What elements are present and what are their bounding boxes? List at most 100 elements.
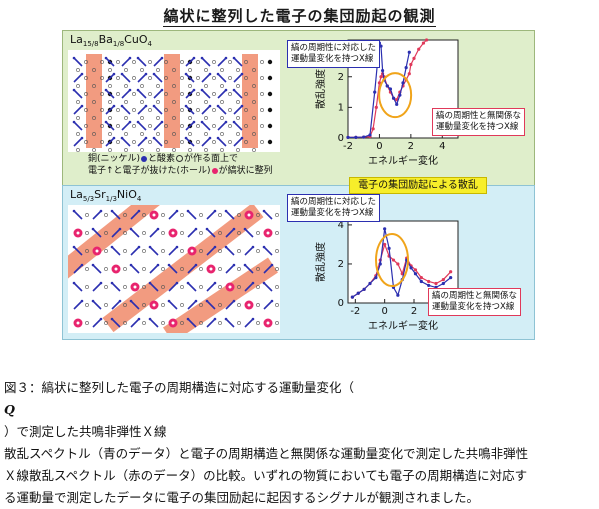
oxygen-site (108, 116, 112, 120)
spin-arrow (185, 121, 195, 131)
hole-center (266, 231, 270, 235)
oxygen-site (132, 92, 136, 96)
oxygen-site (84, 124, 88, 128)
spin-arrow-head (152, 136, 156, 140)
blue-data-point (354, 135, 358, 139)
oxygen-site (148, 60, 152, 64)
spin-arrow-head (262, 281, 266, 285)
red-data-point (407, 72, 411, 76)
spin-arrow (153, 121, 163, 131)
oxygen-site (180, 321, 184, 325)
oxygen-site (196, 140, 200, 144)
blue-data-point (383, 227, 387, 231)
oxygen-site (172, 132, 176, 136)
spin-arrow-head (251, 317, 255, 321)
spin-arrow-head (137, 209, 141, 213)
oxygen-site (196, 108, 200, 112)
spin-arrow-head (224, 56, 228, 60)
spin-arrow (225, 228, 235, 238)
oxygen-site (76, 100, 80, 104)
spin-arrow-head (118, 227, 122, 231)
oxygen-site (228, 92, 232, 96)
oxygen-site (85, 303, 89, 307)
spin-arrow (121, 105, 131, 115)
oxygen-site (228, 76, 232, 80)
spin-arrow-head (72, 88, 76, 92)
spin-arrow-head (192, 88, 196, 92)
oxygen-site (142, 321, 146, 325)
oxygen-site (104, 231, 108, 235)
oxygen-site (218, 267, 222, 271)
spin-arrow-head (128, 88, 132, 92)
oxygen-site (252, 100, 256, 104)
spin-arrow-head (194, 263, 198, 267)
spin-arrow (233, 89, 243, 99)
spin-arrow (73, 121, 83, 131)
spin-arrow (187, 318, 197, 328)
bottom-callout-blue: 縞の周期性に対応した 運動量変化を持つX線 (287, 194, 381, 222)
oxygen-site (156, 148, 160, 152)
spin-arrow-head (104, 56, 108, 60)
oxygen-site (275, 285, 279, 289)
spin-arrow (121, 121, 131, 131)
hole-center (152, 303, 156, 307)
spin-arrow (111, 300, 121, 310)
hole-center (76, 321, 80, 325)
hole-site (267, 107, 273, 113)
blue-data-point (427, 283, 431, 288)
red-data-point (412, 56, 416, 60)
oxygen-site (161, 321, 165, 325)
spin-arrow (201, 137, 211, 147)
oxygen-site (180, 213, 184, 217)
oxygen-site (161, 249, 165, 253)
oxygen-site (244, 140, 248, 144)
oxygen-site (236, 148, 240, 152)
oxygen-site (116, 108, 120, 112)
oxygen-site (148, 140, 152, 144)
oxygen-site (237, 321, 241, 325)
oxygen-site (140, 116, 144, 120)
spin-arrow-head (194, 299, 198, 303)
spin-arrow (185, 57, 195, 67)
red-data-point (417, 47, 421, 51)
oxygen-site (228, 140, 232, 144)
blue-data-point (346, 135, 350, 139)
spin-arrow (201, 57, 211, 67)
oxygen-site (180, 76, 184, 80)
spin-arrow-head (213, 281, 217, 285)
spin-arrow (73, 89, 83, 99)
spin-arrow (244, 228, 254, 238)
oxygen-site (123, 249, 127, 253)
oxygen-site (228, 60, 232, 64)
spin-arrow-head (144, 72, 148, 76)
oxygen-site (132, 108, 136, 112)
oxygen-site (123, 231, 127, 235)
oxygen-site (275, 249, 279, 253)
red-data-point (391, 258, 396, 262)
oxygen-site (256, 303, 260, 307)
spin-arrow-head (80, 263, 84, 267)
oxygen-site (244, 92, 248, 96)
oxygen-site (237, 267, 241, 271)
oxygen-site (100, 140, 104, 144)
oxygen-site (116, 60, 120, 64)
spin-arrow (217, 121, 227, 131)
spin-arrow-head (205, 227, 209, 231)
spin-arrow (130, 300, 140, 310)
oxygen-site (204, 132, 208, 136)
oxygen-site (156, 84, 160, 88)
peak-highlight-ellipse (375, 233, 409, 288)
oxygen-site (204, 148, 208, 152)
oxygen-site (256, 285, 260, 289)
oxygen-site (220, 148, 224, 152)
y-tick-label: 2 (338, 72, 344, 83)
oxygen-site (148, 108, 152, 112)
spin-arrow-head (243, 227, 247, 231)
spin-arrow-head (120, 104, 124, 108)
oxygen-site (161, 213, 165, 217)
spin-arrow-head (148, 317, 152, 321)
blue-data-point (378, 262, 382, 266)
oxygen-site (92, 132, 96, 136)
spin-arrow-head (240, 104, 244, 108)
collective-excitation-label: 電子の集団励起による散乱 (349, 177, 487, 194)
